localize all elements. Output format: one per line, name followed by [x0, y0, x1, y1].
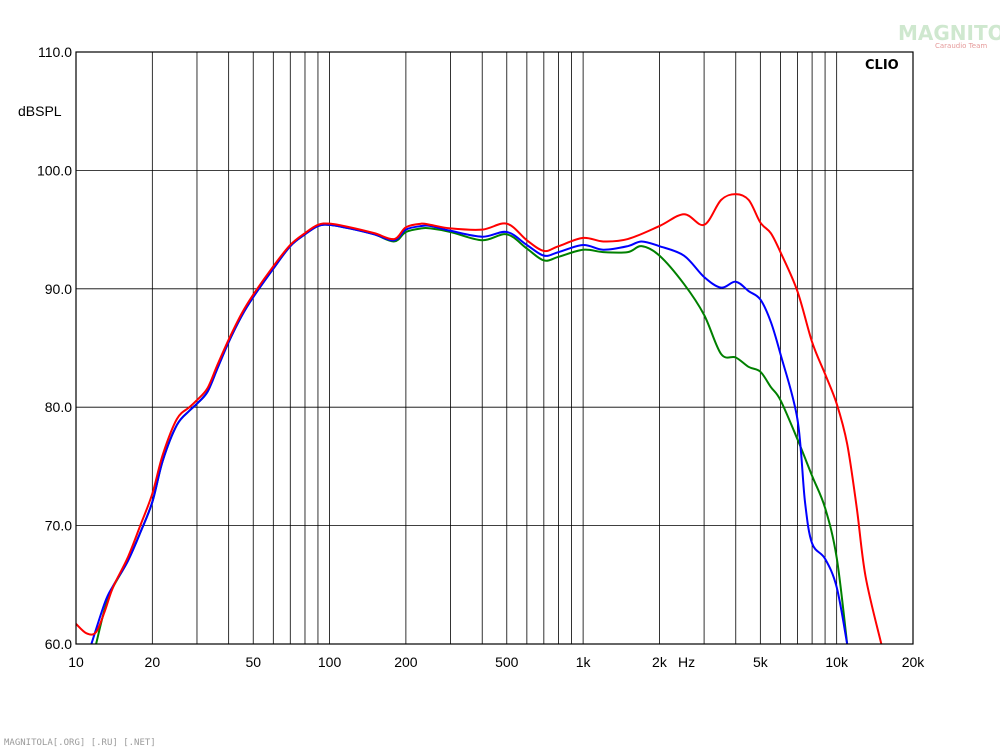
series-layer [76, 193, 883, 644]
x-tick-label: 200 [394, 654, 418, 670]
x-tick-label: 10k [825, 654, 849, 670]
watermark-logo-sub: Caraudio Team [935, 42, 987, 50]
x-tick-label: 500 [495, 654, 519, 670]
x-tick-label: 10 [68, 654, 84, 670]
y-tick-label: 80.0 [45, 399, 72, 415]
y-tick-labels: 60.0 70.0 80.0 90.0 100.0 110.0 [37, 44, 72, 652]
y-tick-label: 90.0 [45, 281, 72, 297]
clio-brand-label: CLIO [865, 58, 899, 73]
y-tick-label: 60.0 [45, 636, 72, 652]
x-tick-label: 2k [652, 654, 668, 670]
series-line-2 [90, 223, 849, 644]
x-tick-label: 1k [576, 654, 592, 670]
plot-frame [75, 51, 914, 645]
y-axis-label: dBSPL [18, 103, 62, 119]
x-tick-label: 100 [318, 654, 342, 670]
x-tick-label: 5k [753, 654, 769, 670]
watermark-logo: MAGNITOLA [898, 21, 1000, 45]
y-tick-label: 100.0 [37, 162, 72, 178]
x-tick-label: 20 [145, 654, 161, 670]
watermark-footer: MAGNITOLA[.ORG] [.RU] [.NET] [4, 738, 156, 748]
x-tick-label: 20k [902, 654, 926, 670]
x-tick-label: 50 [245, 654, 261, 670]
x-axis-unit-label: Hz [678, 654, 695, 670]
series-line-1 [95, 223, 849, 644]
x-tick-labels: 10 20 50 100 200 500 1k 2k 5k 10k 20k [68, 654, 925, 670]
grid-lines [76, 52, 913, 644]
y-tick-label: 70.0 [45, 518, 72, 534]
series-line-3 [76, 193, 883, 644]
y-tick-label: 110.0 [38, 44, 72, 60]
